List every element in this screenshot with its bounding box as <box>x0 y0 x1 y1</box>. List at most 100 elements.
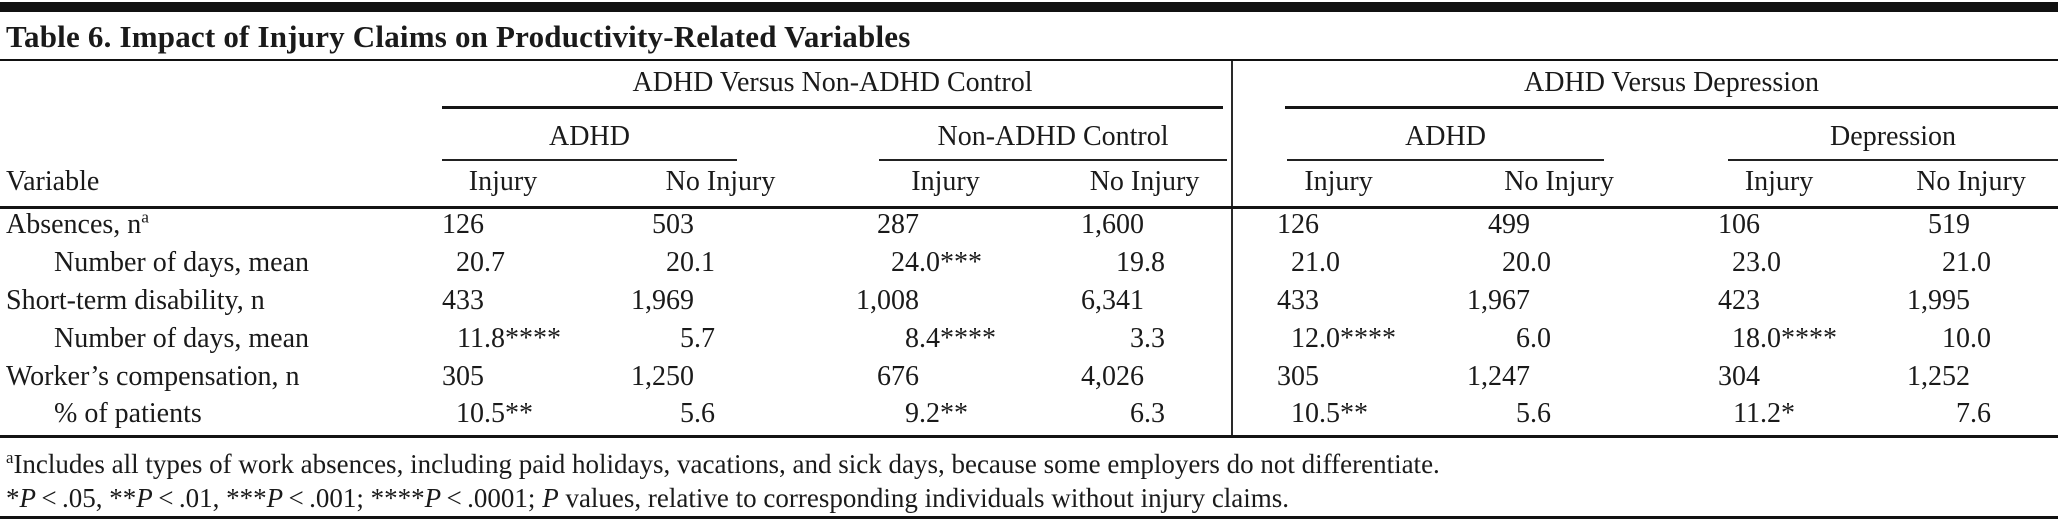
data-cell: 304 <box>1718 360 1761 392</box>
table-row: Number of days, mean 11.8**** 5.7 8.4**** 3.… <box>0 321 2058 360</box>
data-cell: 24.0*** <box>891 246 982 278</box>
column-header-injury: Injury <box>833 161 1058 209</box>
column-header-variable: Variable <box>0 161 398 209</box>
data-cell: 6.0 <box>1516 322 1552 354</box>
table-row: Worker’s compensation, n 305 1,250 676 4,026… <box>0 359 2058 398</box>
data-cell: 519 <box>1928 208 1971 240</box>
row-label: Absences, na <box>6 207 150 240</box>
significance-stars: **** <box>505 322 561 354</box>
data-cell: 18.0**** <box>1732 322 1838 354</box>
data-cell: 6,341 <box>1081 284 1144 316</box>
significance-stars: ** <box>1340 397 1369 429</box>
significance-stars: **** <box>1781 322 1838 354</box>
data-cell: 433 <box>1231 283 1445 322</box>
data-cell: 126 <box>442 208 484 240</box>
significance-stars: **** <box>940 322 996 354</box>
data-cell: 5.6 <box>1444 397 1675 438</box>
data-cell: 20.7 <box>456 246 505 278</box>
column-header-row: Variable Injury No Injury Injury No Inju… <box>0 161 2058 209</box>
group-header-label: ADHD Versus Depression <box>1285 67 2058 109</box>
row-label: Number of days, mean <box>54 246 310 278</box>
row-label: Worker’s compensation, n <box>6 360 300 392</box>
data-cell: 20.0 <box>1502 246 1552 278</box>
data-cell: 9.2** <box>833 397 1058 438</box>
footnotes: aIncludes all types of work absences, in… <box>0 438 2058 516</box>
data-cell: 23.0 <box>1732 246 1782 278</box>
data-cell: 3.3 <box>1130 322 1165 354</box>
significance-stars: ** <box>940 397 968 429</box>
column-header-no-injury: No Injury <box>1444 161 1675 209</box>
data-cell: 10.5** <box>1231 397 1445 438</box>
data-cell: 1,995 <box>1907 284 1971 316</box>
data-cell: 5.6 <box>608 397 833 438</box>
data-cell: 1,008 <box>856 284 919 316</box>
productivity-table: ADHD Versus Non-ADHD Control ADHD Versus… <box>0 61 2058 438</box>
table-body: Absences, na 126 503 287 1,600 126 499 106 519 Nu… <box>0 207 2058 438</box>
group-header-label: ADHD Versus Non-ADHD Control <box>442 67 1224 109</box>
table-row: Short-term disability, n 433 1,969 1,008 6,3… <box>0 283 2058 322</box>
data-cell: 503 <box>652 208 694 240</box>
subgroup-header-row: ADHD Non-ADHD Control ADHD Depression <box>0 109 2058 161</box>
data-cell: 1,247 <box>1467 360 1531 392</box>
bottom-rule <box>0 515 2058 519</box>
column-header-no-injury: No Injury <box>1058 161 1233 209</box>
group-header-adhd-vs-control: ADHD Versus Non-ADHD Control <box>398 61 1232 109</box>
footnote-absences: aIncludes all types of work absences, in… <box>6 447 2050 481</box>
row-label: Short-term disability, n <box>6 284 265 316</box>
subgroup-non-adhd-control: Non-ADHD Control <box>833 109 1232 161</box>
footnote-absences-text: Includes all types of work absences, inc… <box>13 448 1440 479</box>
data-cell: 12.0**** <box>1231 321 1445 360</box>
data-cell: 433 <box>442 284 484 316</box>
table-row: Number of days, mean 20.7 20.1 24.0*** 19.8 2… <box>0 245 2058 284</box>
significance-stars: **** <box>1340 322 1397 354</box>
column-header-injury: Injury <box>1231 161 1445 209</box>
data-cell: 126 <box>1231 207 1445 246</box>
data-cell: 1,252 <box>1907 360 1971 392</box>
data-cell: 1,250 <box>631 360 694 392</box>
data-cell: 10.5** <box>398 397 608 438</box>
footnote-marker: a <box>6 447 14 467</box>
column-header-no-injury: No Injury <box>608 161 833 209</box>
data-cell: 11.2* <box>1674 397 1885 438</box>
group-header-adhd-vs-depression: ADHD Versus Depression <box>1231 61 2058 109</box>
row-label: % of patients <box>0 397 398 438</box>
data-cell: 20.1 <box>666 246 715 278</box>
data-cell: 1,600 <box>1081 208 1144 240</box>
spacer-cell <box>0 61 398 109</box>
data-cell: 499 <box>1488 208 1531 240</box>
data-cell: 7.6 <box>1884 397 2058 438</box>
data-cell: 6.3 <box>1058 397 1233 438</box>
table-title: Table 6. Impact of Injury Claims on Prod… <box>0 12 2058 61</box>
row-label: Number of days, mean <box>54 322 310 354</box>
subgroup-label: ADHD <box>442 121 737 161</box>
column-header-injury: Injury <box>1674 161 1885 209</box>
data-cell: 11.8**** <box>457 322 561 354</box>
subgroup-label: Depression <box>1728 121 2058 161</box>
data-cell: 19.8 <box>1116 246 1165 278</box>
data-cell: 676 <box>877 360 919 392</box>
table-row: Absences, na 126 503 287 1,600 126 499 106 519 <box>0 207 2058 246</box>
group-header-row: ADHD Versus Non-ADHD Control ADHD Versus… <box>0 61 2058 109</box>
subgroup-label: ADHD <box>1287 121 1605 161</box>
column-header-no-injury: No Injury <box>1884 161 2058 209</box>
significance-stars: * <box>1781 397 1796 429</box>
significance-stars: *** <box>940 246 982 278</box>
data-cell: 8.4**** <box>905 322 996 354</box>
subgroup-adhd-left: ADHD <box>398 109 833 161</box>
data-cell: 10.0 <box>1942 322 1992 354</box>
subgroup-depression: Depression <box>1674 109 2058 161</box>
subgroup-label: Non-ADHD Control <box>879 121 1228 161</box>
data-cell: 21.0 <box>1231 245 1445 284</box>
data-cell: 5.7 <box>680 322 715 354</box>
table-row: % of patients 10.5** 5.6 9.2** 6.3 10.5** 5.6 1… <box>0 397 2058 438</box>
data-cell: 4,026 <box>1081 360 1144 392</box>
footnote-significance: *P < .05, **P < .01, ***P < .001; ****P … <box>6 482 1290 513</box>
column-header-injury: Injury <box>398 161 608 209</box>
subgroup-adhd-right: ADHD <box>1231 109 1675 161</box>
data-cell: 423 <box>1718 284 1761 316</box>
data-cell: 305 <box>442 360 484 392</box>
data-cell: 1,967 <box>1467 284 1531 316</box>
data-cell: 287 <box>877 208 919 240</box>
spacer-cell <box>0 109 398 161</box>
data-cell: 1,969 <box>631 284 694 316</box>
